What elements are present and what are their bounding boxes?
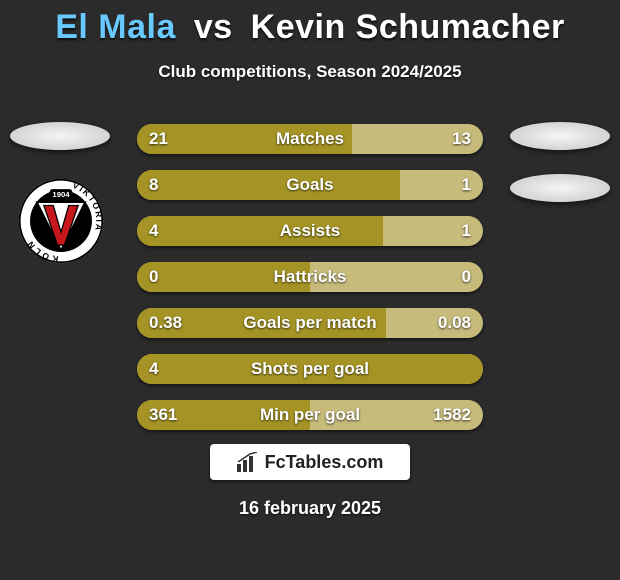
bar-value-left: 361 — [149, 400, 177, 430]
stats-bars: Matches2113Goals81Assists41Hattricks00Go… — [137, 124, 483, 446]
player2-photo-placeholder — [510, 122, 610, 150]
footer-date: 16 february 2025 — [0, 498, 620, 519]
bar-label: Assists — [137, 216, 483, 246]
bar-value-right: 1 — [462, 170, 471, 200]
bar-value-right: 1 — [462, 216, 471, 246]
player1-name: El Mala — [55, 8, 176, 46]
bar-value-left: 0 — [149, 262, 158, 292]
bar-label: Goals per match — [137, 308, 483, 338]
stat-row: Goals8 1 — [137, 170, 483, 200]
bar-label: Shots per goal — [137, 354, 483, 384]
stat-row: Goals per match0.38 0.08 — [137, 308, 483, 338]
viktoria-koeln-badge-svg: VIKTORIA KÖLN 1904 — [18, 178, 104, 264]
bar-label: Hattricks — [137, 262, 483, 292]
stat-row: Assists4 1 — [137, 216, 483, 246]
svg-text:1904: 1904 — [52, 190, 70, 199]
stat-row: Shots per goal4 — [137, 354, 483, 384]
fctables-badge[interactable]: FcTables.com — [210, 444, 410, 480]
stat-row: Min per goal361 1582 — [137, 400, 483, 430]
player2-name: Kevin Schumacher — [251, 8, 565, 46]
player1-photo-placeholder — [10, 122, 110, 150]
bar-value-left: 8 — [149, 170, 158, 200]
bar-value-left: 4 — [149, 216, 158, 246]
bar-label: Goals — [137, 170, 483, 200]
bar-value-right: 13 — [452, 124, 471, 154]
player1-club-badge: VIKTORIA KÖLN 1904 — [18, 178, 104, 264]
fctables-text: FcTables.com — [265, 452, 384, 473]
stat-row: Matches21 13 — [137, 124, 483, 154]
page-title: El Mala vs Kevin Schumacher — [0, 8, 620, 47]
fctables-icon — [237, 452, 259, 472]
player2-club-placeholder — [510, 174, 610, 202]
bar-value-left: 4 — [149, 354, 158, 384]
bar-label: Min per goal — [137, 400, 483, 430]
bar-value-right: 1582 — [433, 400, 471, 430]
stat-row: Hattricks0 0 — [137, 262, 483, 292]
page-subtitle: Club competitions, Season 2024/2025 — [0, 62, 620, 82]
page-root: El Mala vs Kevin Schumacher Club competi… — [0, 0, 620, 580]
bar-value-left: 0.38 — [149, 308, 182, 338]
bar-value-right: 0 — [462, 262, 471, 292]
bar-label: Matches — [137, 124, 483, 154]
bar-value-right: 0.08 — [438, 308, 471, 338]
bar-value-left: 21 — [149, 124, 168, 154]
title-separator: vs — [194, 8, 233, 46]
